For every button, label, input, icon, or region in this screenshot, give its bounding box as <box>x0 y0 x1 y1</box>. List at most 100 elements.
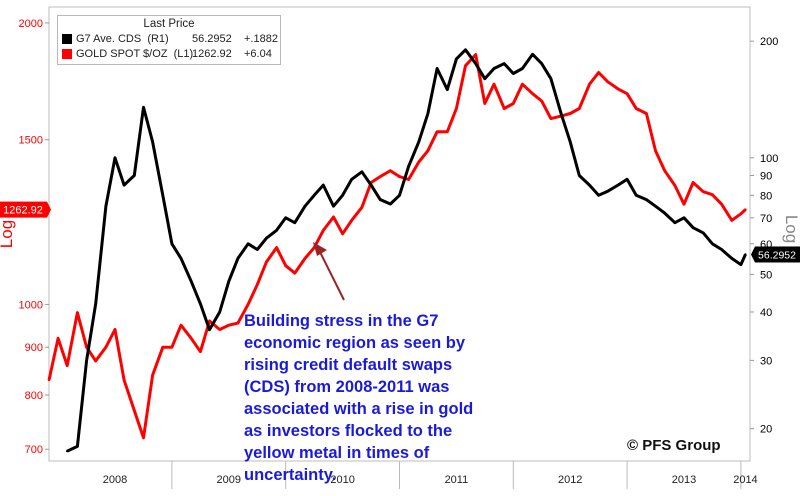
data-point-gold <box>199 350 202 353</box>
data-point-cds <box>531 53 534 56</box>
data-point-cds <box>521 67 524 70</box>
plot-area <box>48 6 751 462</box>
data-point-cds <box>208 328 211 331</box>
data-point-cds <box>597 194 600 197</box>
legend-swatch-gold <box>62 49 72 59</box>
legend-change-cds: +.1882 <box>244 33 278 45</box>
data-point-cds <box>569 140 572 143</box>
left-axis: 700 800 900 1000 1500 2000 Log <box>0 18 49 456</box>
data-point-gold <box>711 193 714 196</box>
data-point-cds <box>417 140 420 143</box>
data-point-gold <box>654 149 657 152</box>
data-point-gold <box>625 92 629 95</box>
data-point-gold <box>293 271 296 275</box>
x-tick-label: 2008 <box>103 474 127 486</box>
data-point-gold <box>503 107 506 110</box>
data-point-gold <box>531 92 534 95</box>
data-point-cds <box>606 190 609 193</box>
data-point-cds <box>635 194 638 197</box>
data-point-gold <box>730 219 733 222</box>
data-point-cds <box>142 106 145 109</box>
data-point-gold <box>76 311 79 314</box>
x-tick-label: 2011 <box>445 474 469 486</box>
data-point-cds <box>293 221 296 224</box>
right-tick-label: 50 <box>760 269 772 281</box>
data-point-cds <box>275 229 278 232</box>
legend-title: Last Price <box>143 18 195 30</box>
data-point-gold <box>256 283 259 286</box>
data-point-gold <box>322 229 325 232</box>
right-tick-label: 100 <box>760 153 778 165</box>
data-point-gold <box>265 260 268 264</box>
data-point-cds <box>691 226 695 229</box>
right-axis-label: Log <box>782 215 800 243</box>
legend-entry-cds: G7 Ave. CDS (R1) 56.2952 +.1882 <box>58 32 280 47</box>
data-point-gold <box>417 160 420 164</box>
data-point-cds <box>654 205 657 208</box>
data-point-gold <box>94 359 97 363</box>
x-tick-label: 2010 <box>330 474 354 486</box>
data-point-cds <box>379 198 382 201</box>
left-tick-label: 900 <box>25 342 43 354</box>
data-point-cds <box>313 194 316 197</box>
data-point-cds <box>303 205 307 208</box>
annotation-arrow <box>319 251 345 301</box>
data-point-cds <box>360 170 364 173</box>
data-point-cds <box>435 67 439 70</box>
right-last-value-tag-pointer <box>751 246 755 263</box>
data-point-cds <box>512 72 515 75</box>
data-point-gold <box>635 107 638 110</box>
right-tick-label: 200 <box>760 36 778 48</box>
data-point-cds <box>389 202 392 206</box>
legend-entry-gold: GOLD SPOT $/OZ (L1) 1262.92 +6.04 <box>58 47 280 62</box>
copyright: © PFS Group <box>627 437 721 454</box>
data-point-cds <box>616 183 620 187</box>
data-point-cds <box>246 242 250 245</box>
data-point-cds <box>284 216 287 219</box>
data-point-gold <box>549 117 553 120</box>
data-point-cds <box>407 165 410 168</box>
data-point-gold <box>426 149 430 152</box>
right-tick-label: 30 <box>760 355 772 367</box>
data-point-gold <box>379 175 382 178</box>
data-point-gold <box>190 337 193 340</box>
data-point-gold <box>360 206 364 209</box>
data-point-gold <box>56 337 60 340</box>
data-point-gold <box>606 80 609 84</box>
data-point-gold <box>739 212 743 215</box>
data-point-cds <box>744 253 747 256</box>
legend: Last Price G7 Ave. CDS (R1) 56.2952 +.18… <box>57 15 281 65</box>
legend-value-gold: 1262.92 <box>192 48 232 60</box>
data-point-gold <box>142 436 145 439</box>
data-point-cds <box>322 183 325 187</box>
data-point-cds <box>578 174 581 177</box>
legend-change-gold: +6.04 <box>244 48 272 60</box>
data-point-gold <box>464 64 467 67</box>
data-point-gold <box>691 181 695 184</box>
left-tick-label: 800 <box>25 390 43 402</box>
data-point-gold <box>113 328 117 331</box>
data-point-cds <box>66 449 69 453</box>
data-point-cds <box>711 242 714 245</box>
data-point-cds <box>218 310 221 314</box>
data-point-cds <box>104 205 108 208</box>
left-tick-label: 2000 <box>19 18 43 30</box>
data-point-gold <box>122 378 126 382</box>
left-tick-label: 1500 <box>19 135 43 147</box>
data-point-cds <box>190 280 193 283</box>
data-point-gold <box>218 328 221 331</box>
data-point-gold <box>341 232 344 235</box>
data-point-gold <box>332 215 335 219</box>
data-point-gold <box>246 303 250 306</box>
right-tick-label: 90 <box>760 171 772 183</box>
data-point-gold <box>492 83 496 86</box>
data-point-cds <box>730 257 733 260</box>
data-point-cds <box>682 216 686 219</box>
data-point-gold <box>702 190 705 193</box>
annotation-arrowhead <box>313 242 327 256</box>
right-last-value-tag: 56.2952 <box>758 249 796 261</box>
data-point-gold <box>170 346 174 349</box>
data-point-gold <box>227 324 230 327</box>
data-point-cds <box>133 174 136 177</box>
